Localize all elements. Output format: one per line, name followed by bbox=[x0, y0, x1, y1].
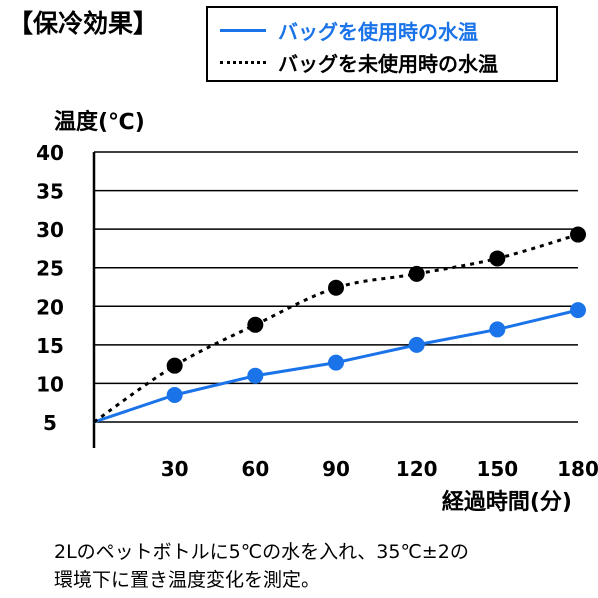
legend-swatch-dotted-line bbox=[220, 60, 266, 64]
data-point-with-bag bbox=[166, 387, 183, 403]
note-line-1: 2Lのペットボトルに5℃の水を入れ、35℃±2の bbox=[54, 541, 469, 563]
x-tick-label: 90 bbox=[322, 457, 350, 481]
legend-item-with-bag: バッグを使用時の水温 bbox=[220, 16, 478, 44]
data-point-without-bag bbox=[247, 316, 264, 333]
y-tick-label: 20 bbox=[36, 295, 64, 319]
legend: バッグを使用時の水温 バッグを未使用時の水温 bbox=[206, 6, 558, 82]
data-point-with-bag bbox=[489, 321, 506, 338]
x-tick-label: 150 bbox=[476, 457, 518, 481]
x-tick-label: 60 bbox=[241, 457, 269, 481]
chart-title: 【保冷効果】 bbox=[8, 9, 159, 38]
x-axis-label: 経過時間(分) bbox=[441, 490, 572, 515]
y-tick-label: 35 bbox=[36, 180, 64, 204]
y-tick-label: 40 bbox=[36, 141, 64, 165]
x-tick-label: 180 bbox=[557, 457, 598, 481]
data-point-without-bag bbox=[489, 250, 506, 267]
data-point-with-bag bbox=[247, 367, 264, 384]
legend-swatch-solid-line bbox=[220, 28, 266, 32]
note-line-2: 環境下に置き温度変化を測定。 bbox=[54, 569, 321, 591]
y-axis-label: 温度(℃) bbox=[54, 110, 145, 135]
legend-label-with-bag: バッグを使用時の水温 bbox=[278, 19, 478, 44]
y-tick-label: 15 bbox=[36, 334, 64, 358]
legend-label-without-bag: バッグを未使用時の水温 bbox=[278, 51, 498, 76]
data-point-without-bag bbox=[328, 279, 344, 296]
data-point-without-bag bbox=[166, 357, 183, 374]
measurement-note: 2Lのペットボトルに5℃の水を入れ、35℃±2の 環境下に置き温度変化を測定。 bbox=[54, 538, 594, 594]
data-point-without-bag bbox=[570, 226, 586, 243]
y-tick-label: 30 bbox=[36, 218, 64, 242]
data-point-with-bag bbox=[328, 354, 344, 371]
x-tick-label: 120 bbox=[396, 457, 438, 481]
x-tick-label: 30 bbox=[161, 457, 189, 481]
y-tick-label: 25 bbox=[36, 257, 64, 281]
data-point-without-bag bbox=[408, 265, 425, 282]
data-point-with-bag bbox=[570, 302, 586, 319]
y-tick-label: 10 bbox=[36, 372, 64, 396]
y-tick-label: 5 bbox=[43, 411, 57, 435]
data-point-with-bag bbox=[408, 336, 425, 353]
legend-item-without-bag: バッグを未使用時の水温 bbox=[220, 48, 498, 76]
